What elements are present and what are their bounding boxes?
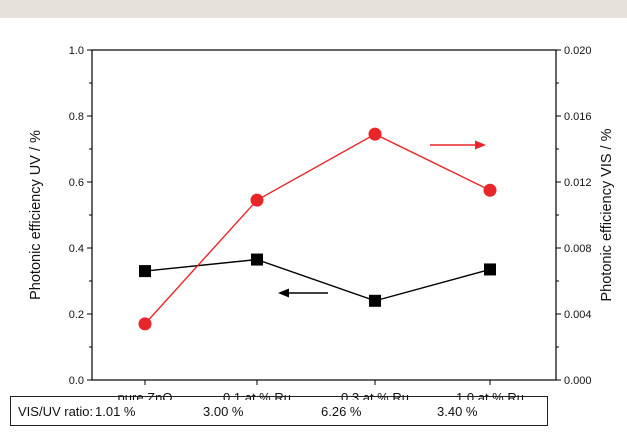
- uv-data-point: [369, 294, 381, 307]
- ratio-value-1-0-ru: 3.40 %: [437, 404, 478, 419]
- right-tick-label: 0.000: [564, 375, 592, 387]
- x-tick-label: 0.1 at.% Ru: [223, 390, 291, 400]
- plot-frame: [91, 49, 557, 381]
- vis-data-point: [250, 193, 264, 207]
- right-tick-label: 0.004: [564, 309, 592, 321]
- ratio-value-pure-zno: 1.01 %: [95, 404, 136, 419]
- left-tick-label: 0.8: [69, 111, 84, 123]
- uv-series-line: [144, 258, 491, 302]
- vis-data-point: [138, 317, 152, 331]
- right-tick-label: 0.012: [564, 177, 592, 189]
- right-tick-label: 0.016: [564, 111, 592, 123]
- label-layer: 0.0 0.2 0.4 0.6 0.8 1.0 0.000 0.004 0.008 0.012 0.…: [28, 45, 615, 400]
- x-tick-label: 0.3 at.% Ru: [341, 390, 409, 400]
- vis-series-line: [144, 133, 491, 325]
- photonic-efficiency-chart: 0.0 0.2 0.4 0.6 0.8 1.0 0.000 0.004 0.008 0.012 0.…: [28, 45, 615, 400]
- plot-border: [91, 49, 557, 381]
- vis-uv-ratio-table: VIS/UV ratio: 1.01 % 3.00 % 6.26 % 3.40 …: [10, 396, 548, 426]
- top-strip: [0, 0, 627, 18]
- vis-data-point: [483, 183, 497, 197]
- uv-data-point: [139, 265, 151, 278]
- left-axis-label: Photonic efficiency UV / %: [28, 130, 44, 300]
- vis-data-point: [368, 127, 382, 141]
- right-tick-label: 0.020: [564, 45, 592, 57]
- ratio-value-0-3-ru: 6.26 %: [321, 404, 362, 419]
- x-tick-label: 1.0 at.% Ru: [456, 390, 524, 400]
- x-tick-label: pure ZnO: [118, 390, 173, 400]
- right-axis-label: Photonic efficiency VIS / %: [599, 128, 615, 301]
- black-arrow-head: [278, 288, 289, 298]
- uv-data-point: [251, 253, 263, 266]
- right-tick-label: 0.008: [564, 243, 592, 255]
- left-tick-label: 0.2: [69, 309, 84, 321]
- left-tick-label: 0.0: [69, 375, 84, 387]
- series-layer: [138, 127, 497, 331]
- ratio-label: VIS/UV ratio:: [18, 404, 94, 419]
- ratio-value-0-1-ru: 3.00 %: [203, 404, 244, 419]
- left-tick-label: 1.0: [69, 45, 84, 57]
- axis-ticks: [87, 49, 561, 385]
- left-tick-label: 0.6: [69, 177, 84, 189]
- uv-data-point: [484, 263, 496, 276]
- red-arrow-head: [475, 140, 486, 150]
- left-tick-label: 0.4: [69, 243, 84, 255]
